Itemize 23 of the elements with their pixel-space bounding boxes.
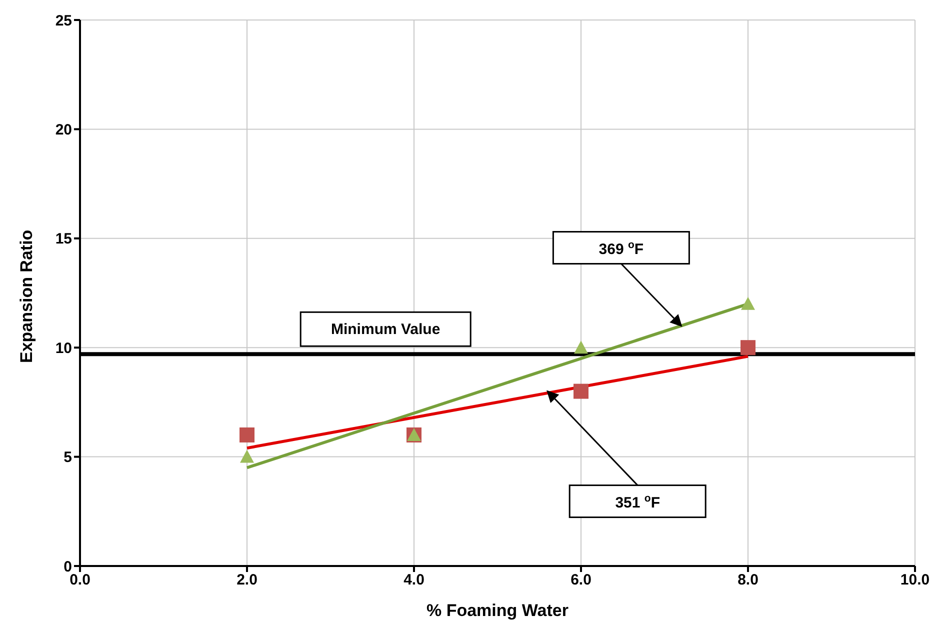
point [240, 427, 254, 442]
ref-line-label: Minimum Value [331, 321, 440, 338]
annotation: 351 $^{o}$F [615, 492, 660, 512]
x-tick-label: 4.0 [404, 572, 424, 589]
x-tick-label: 0.0 [70, 572, 90, 589]
y-tick-label: 25 [55, 12, 72, 30]
y-tick-label: 15 [55, 230, 72, 248]
point [574, 384, 588, 399]
y-tick-label: 10 [55, 340, 72, 357]
y-tick-label: 20 [55, 122, 72, 139]
y-tick-label: 0 [64, 558, 72, 576]
x-axis-title: % Foaming Water [426, 601, 569, 620]
point [574, 340, 588, 354]
annotation: 369 $^{o}$F [598, 238, 644, 258]
y-axis-title: Expansion Ratio [17, 230, 36, 363]
x-tick-label: 6.0 [570, 572, 592, 589]
y-tick-label: 5 [64, 449, 72, 466]
point [240, 450, 254, 463]
x-tick-label: 8.0 [738, 572, 758, 589]
x-tick-label: 10.0 [900, 572, 930, 589]
x-tick-label: 2.0 [236, 572, 258, 589]
point [740, 340, 756, 356]
point [741, 296, 755, 310]
